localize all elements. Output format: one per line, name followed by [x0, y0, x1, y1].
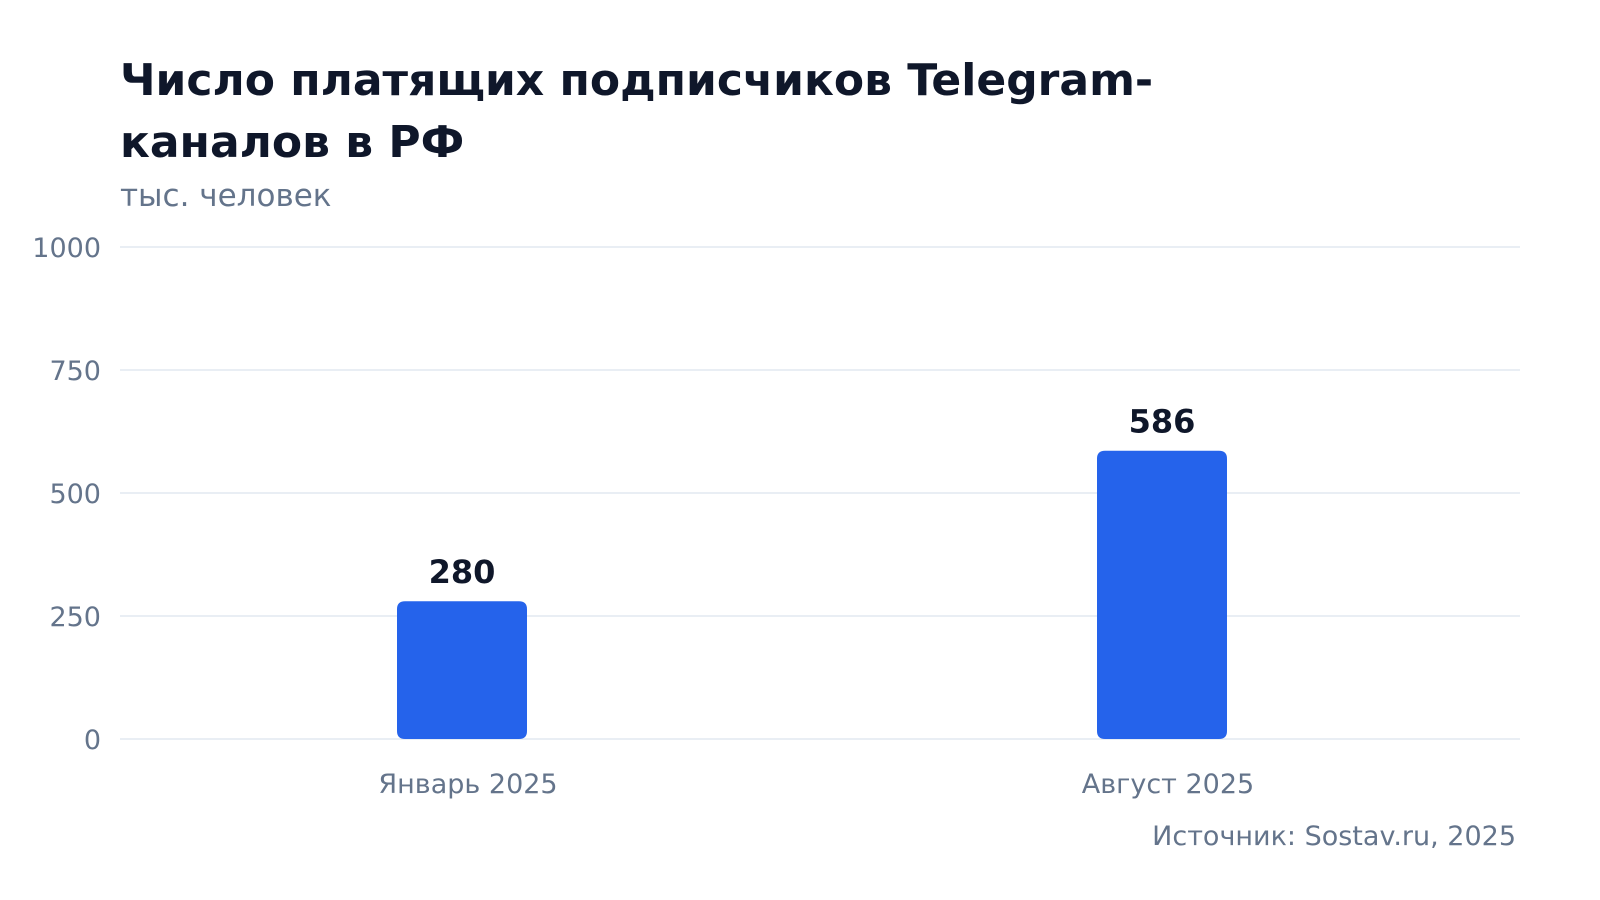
data-label: 586	[1129, 403, 1196, 441]
data-labels: 280 586	[429, 403, 1196, 592]
source-note: Источник: Sostav.ru, 2025	[1152, 821, 1516, 852]
y-tick-label: 500	[49, 479, 101, 510]
y-tick-label: 250	[49, 602, 101, 633]
x-tick-label: Август 2025	[1082, 769, 1254, 800]
bar	[397, 601, 527, 739]
chart-title: Число платящих подписчиков Telegram-кана…	[120, 55, 1154, 168]
y-axis-ticks: 0 250 500 750 1000	[32, 233, 101, 756]
grid-lines	[120, 246, 1520, 740]
chart-subtitle: тыс. человек	[120, 178, 332, 214]
y-tick-label: 1000	[32, 233, 101, 264]
bars	[397, 450, 1227, 739]
x-tick-label: Январь 2025	[378, 769, 557, 800]
data-label: 280	[429, 553, 496, 591]
y-tick-label: 750	[49, 356, 101, 387]
x-axis-ticks: Январь 2025 Август 2025	[378, 769, 1254, 800]
bar	[1097, 450, 1227, 739]
y-tick-label: 0	[84, 725, 101, 756]
